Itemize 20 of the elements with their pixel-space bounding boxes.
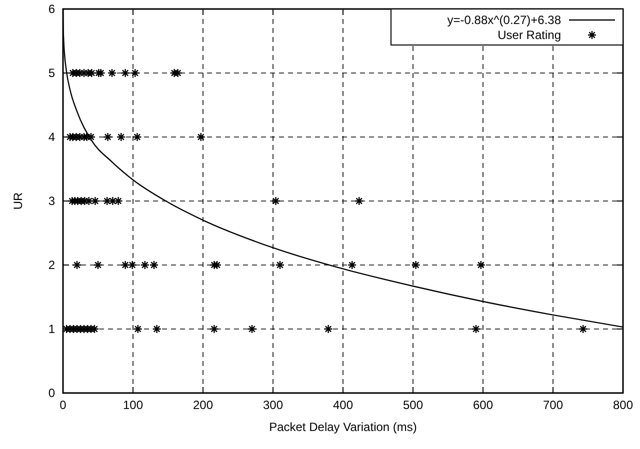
x-tick-label: 0 [60, 398, 67, 412]
x-tick-label: 700 [542, 398, 564, 412]
y-tick-label: 3 [48, 194, 56, 208]
y-tick-label: 2 [48, 258, 56, 272]
x-tick-label: 100 [122, 398, 144, 412]
y-tick-label: 6 [48, 2, 56, 16]
y-tick-label: 4 [48, 130, 56, 144]
y-tick-label: 5 [48, 66, 56, 80]
x-tick-label: 200 [192, 398, 214, 412]
y-axis-title: UR [11, 192, 25, 210]
x-tick-label: 600 [472, 398, 494, 412]
x-axis-title: Packet Delay Variation (ms) [269, 420, 417, 434]
x-tick-label: 400 [332, 398, 354, 412]
x-tick-label: 300 [262, 398, 284, 412]
y-tick-label: 1 [48, 322, 56, 336]
legend-label: User Rating [498, 28, 561, 42]
y-tick-label: 0 [48, 386, 56, 400]
legend-label: y=-0.88x^(0.27)+6.38 [447, 13, 562, 27]
x-tick-label: 800 [612, 398, 634, 412]
x-tick-label: 500 [402, 398, 424, 412]
